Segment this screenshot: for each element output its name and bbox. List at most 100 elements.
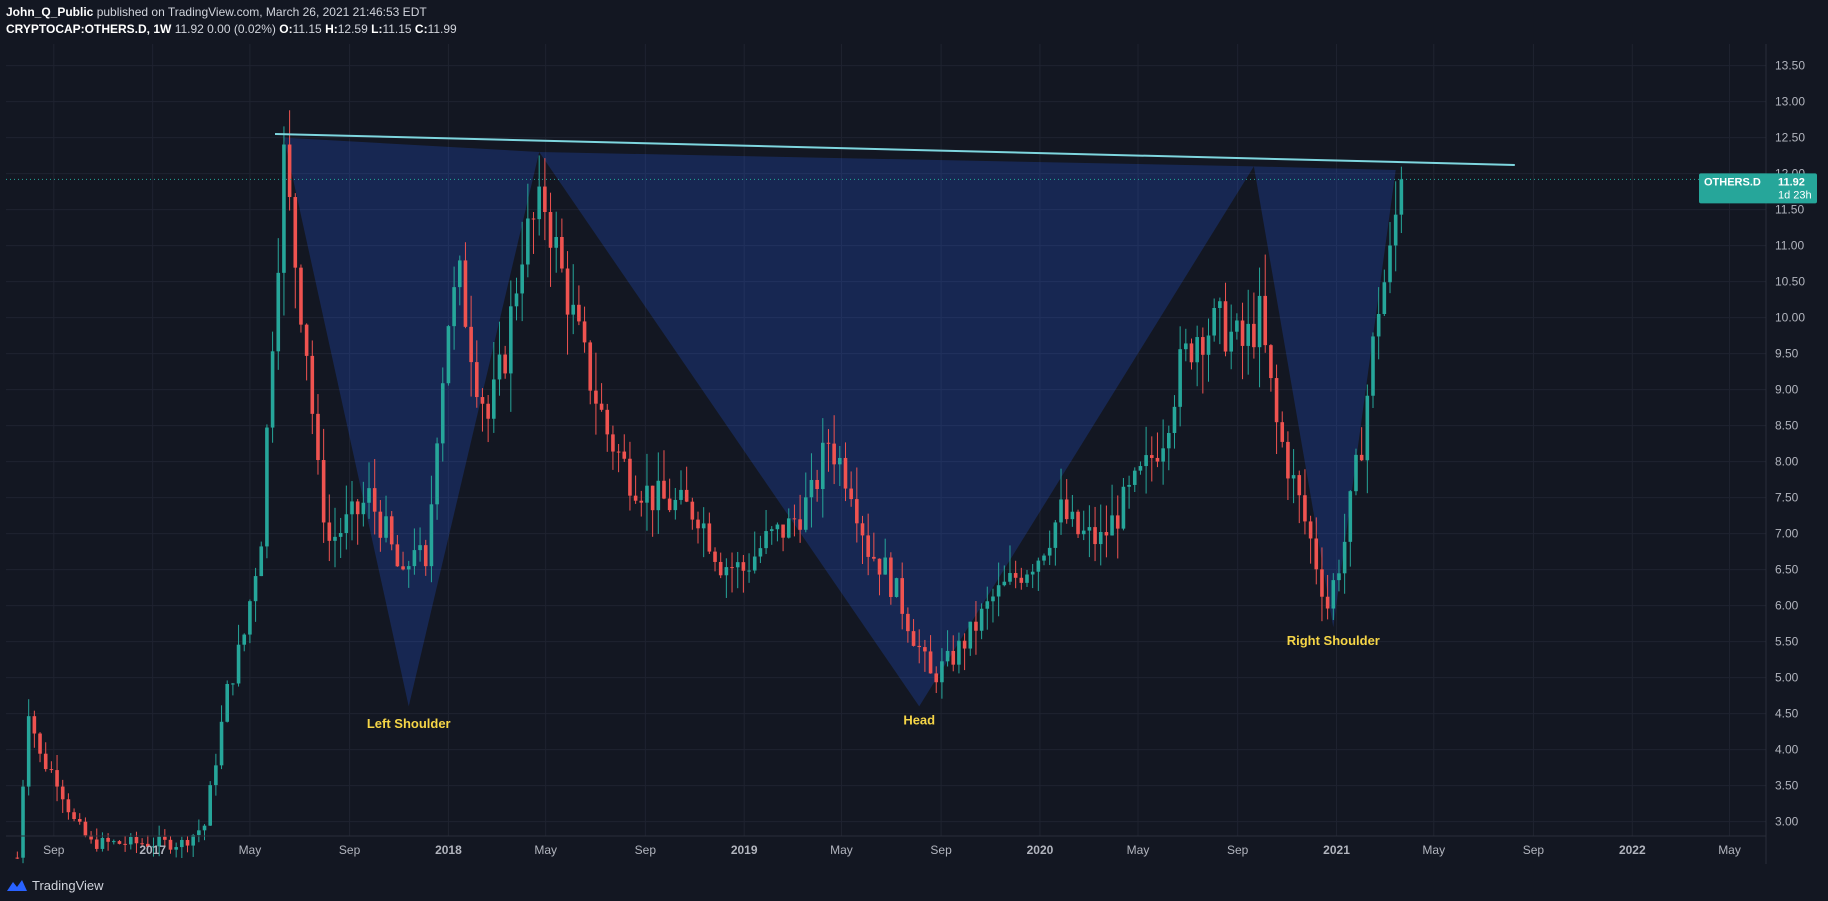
candle-body bbox=[1393, 214, 1398, 246]
candle bbox=[826, 429, 831, 472]
y-tick-label: 3.00 bbox=[1775, 815, 1799, 829]
x-tick-label: 2019 bbox=[731, 843, 758, 857]
y-tick-label: 3.50 bbox=[1775, 779, 1799, 793]
candle-body bbox=[316, 413, 320, 461]
candle bbox=[117, 840, 122, 845]
candle bbox=[282, 126, 286, 316]
candle bbox=[94, 828, 99, 852]
y-tick-label: 12.50 bbox=[1775, 131, 1805, 145]
candle-body bbox=[713, 551, 717, 562]
candle-body bbox=[270, 351, 275, 428]
candle-body bbox=[820, 442, 825, 490]
y-tick-label: 11.50 bbox=[1775, 203, 1804, 217]
candle bbox=[111, 839, 116, 845]
candle bbox=[1399, 166, 1404, 234]
candle bbox=[650, 485, 655, 537]
y-tick-label: 7.50 bbox=[1775, 491, 1799, 505]
candle bbox=[883, 538, 887, 575]
candle-body bbox=[889, 557, 893, 597]
candle bbox=[214, 753, 218, 796]
candle-body bbox=[77, 819, 82, 822]
candle-body bbox=[1155, 457, 1160, 462]
candle bbox=[769, 526, 774, 545]
candle bbox=[679, 470, 683, 505]
candle bbox=[1064, 479, 1069, 524]
candle bbox=[1331, 573, 1336, 620]
candle bbox=[1252, 292, 1256, 359]
candle bbox=[174, 842, 178, 858]
price-tag-value: 11.92 bbox=[1778, 176, 1805, 188]
close-label: C: bbox=[414, 22, 428, 36]
candle-body bbox=[384, 516, 388, 538]
neckline[interactable] bbox=[274, 133, 1515, 166]
candle bbox=[1246, 289, 1251, 375]
candle-body bbox=[446, 326, 451, 384]
candle-body bbox=[1030, 571, 1035, 575]
candle bbox=[985, 586, 990, 630]
candle bbox=[855, 467, 859, 543]
candle-body bbox=[440, 383, 445, 444]
candle bbox=[259, 541, 264, 577]
tradingview-footer[interactable]: TradingView bbox=[6, 874, 104, 896]
candle bbox=[974, 601, 978, 655]
candle-body bbox=[940, 661, 944, 683]
candle bbox=[185, 835, 190, 853]
candle bbox=[197, 819, 201, 843]
candle bbox=[565, 251, 570, 355]
candle-body bbox=[60, 786, 65, 800]
candle bbox=[1149, 436, 1154, 482]
y-tick-label: 6.00 bbox=[1775, 599, 1799, 613]
candle-body bbox=[531, 218, 536, 220]
candle bbox=[367, 462, 371, 519]
price-tag-symbol: OTHERS.D bbox=[1704, 176, 1761, 188]
y-tick-label: 4.50 bbox=[1775, 707, 1799, 721]
author-name[interactable]: John_Q_Public bbox=[6, 5, 94, 19]
candle bbox=[310, 340, 315, 435]
candle bbox=[832, 415, 836, 485]
candle-body bbox=[1359, 454, 1364, 461]
x-tick-label: May bbox=[534, 843, 557, 857]
candle bbox=[1166, 425, 1171, 471]
candle bbox=[344, 485, 349, 550]
candle-body bbox=[140, 843, 144, 845]
candle-body bbox=[1013, 573, 1018, 578]
annotation-label[interactable]: Right Shoulder bbox=[1287, 633, 1380, 648]
candle-body bbox=[645, 485, 649, 503]
candle-body bbox=[117, 841, 122, 844]
candle-body bbox=[1127, 484, 1131, 487]
candle bbox=[265, 424, 269, 559]
y-tick-label: 10.00 bbox=[1775, 311, 1805, 325]
candle bbox=[673, 487, 678, 520]
candle bbox=[1013, 560, 1018, 589]
candle-body bbox=[974, 621, 978, 631]
candle bbox=[1371, 332, 1375, 408]
candle bbox=[389, 511, 394, 551]
candle bbox=[560, 218, 564, 273]
low-label: L: bbox=[371, 22, 383, 36]
candle-body bbox=[917, 645, 922, 648]
candle bbox=[423, 539, 428, 576]
candle bbox=[1047, 530, 1052, 566]
candle bbox=[60, 779, 65, 813]
candle-body bbox=[361, 502, 366, 515]
annotation-label[interactable]: Left Shoulder bbox=[367, 716, 451, 731]
candle bbox=[1081, 510, 1086, 541]
candle bbox=[1025, 569, 1029, 587]
candle bbox=[440, 367, 445, 462]
candle-body bbox=[1263, 295, 1268, 346]
y-tick-label: 9.00 bbox=[1775, 383, 1799, 397]
candle bbox=[514, 277, 519, 321]
candle-body bbox=[792, 518, 797, 520]
annotation-label[interactable]: Head bbox=[903, 712, 935, 727]
candle-body bbox=[214, 765, 218, 786]
candle-body bbox=[951, 650, 956, 665]
candle bbox=[786, 508, 791, 539]
high-label: H: bbox=[325, 22, 338, 36]
candle-body bbox=[1008, 573, 1012, 582]
candle-body bbox=[1149, 455, 1154, 458]
candle bbox=[1076, 509, 1080, 538]
candle-body bbox=[679, 489, 683, 500]
candle-body bbox=[100, 837, 105, 849]
candle-body bbox=[786, 518, 791, 538]
